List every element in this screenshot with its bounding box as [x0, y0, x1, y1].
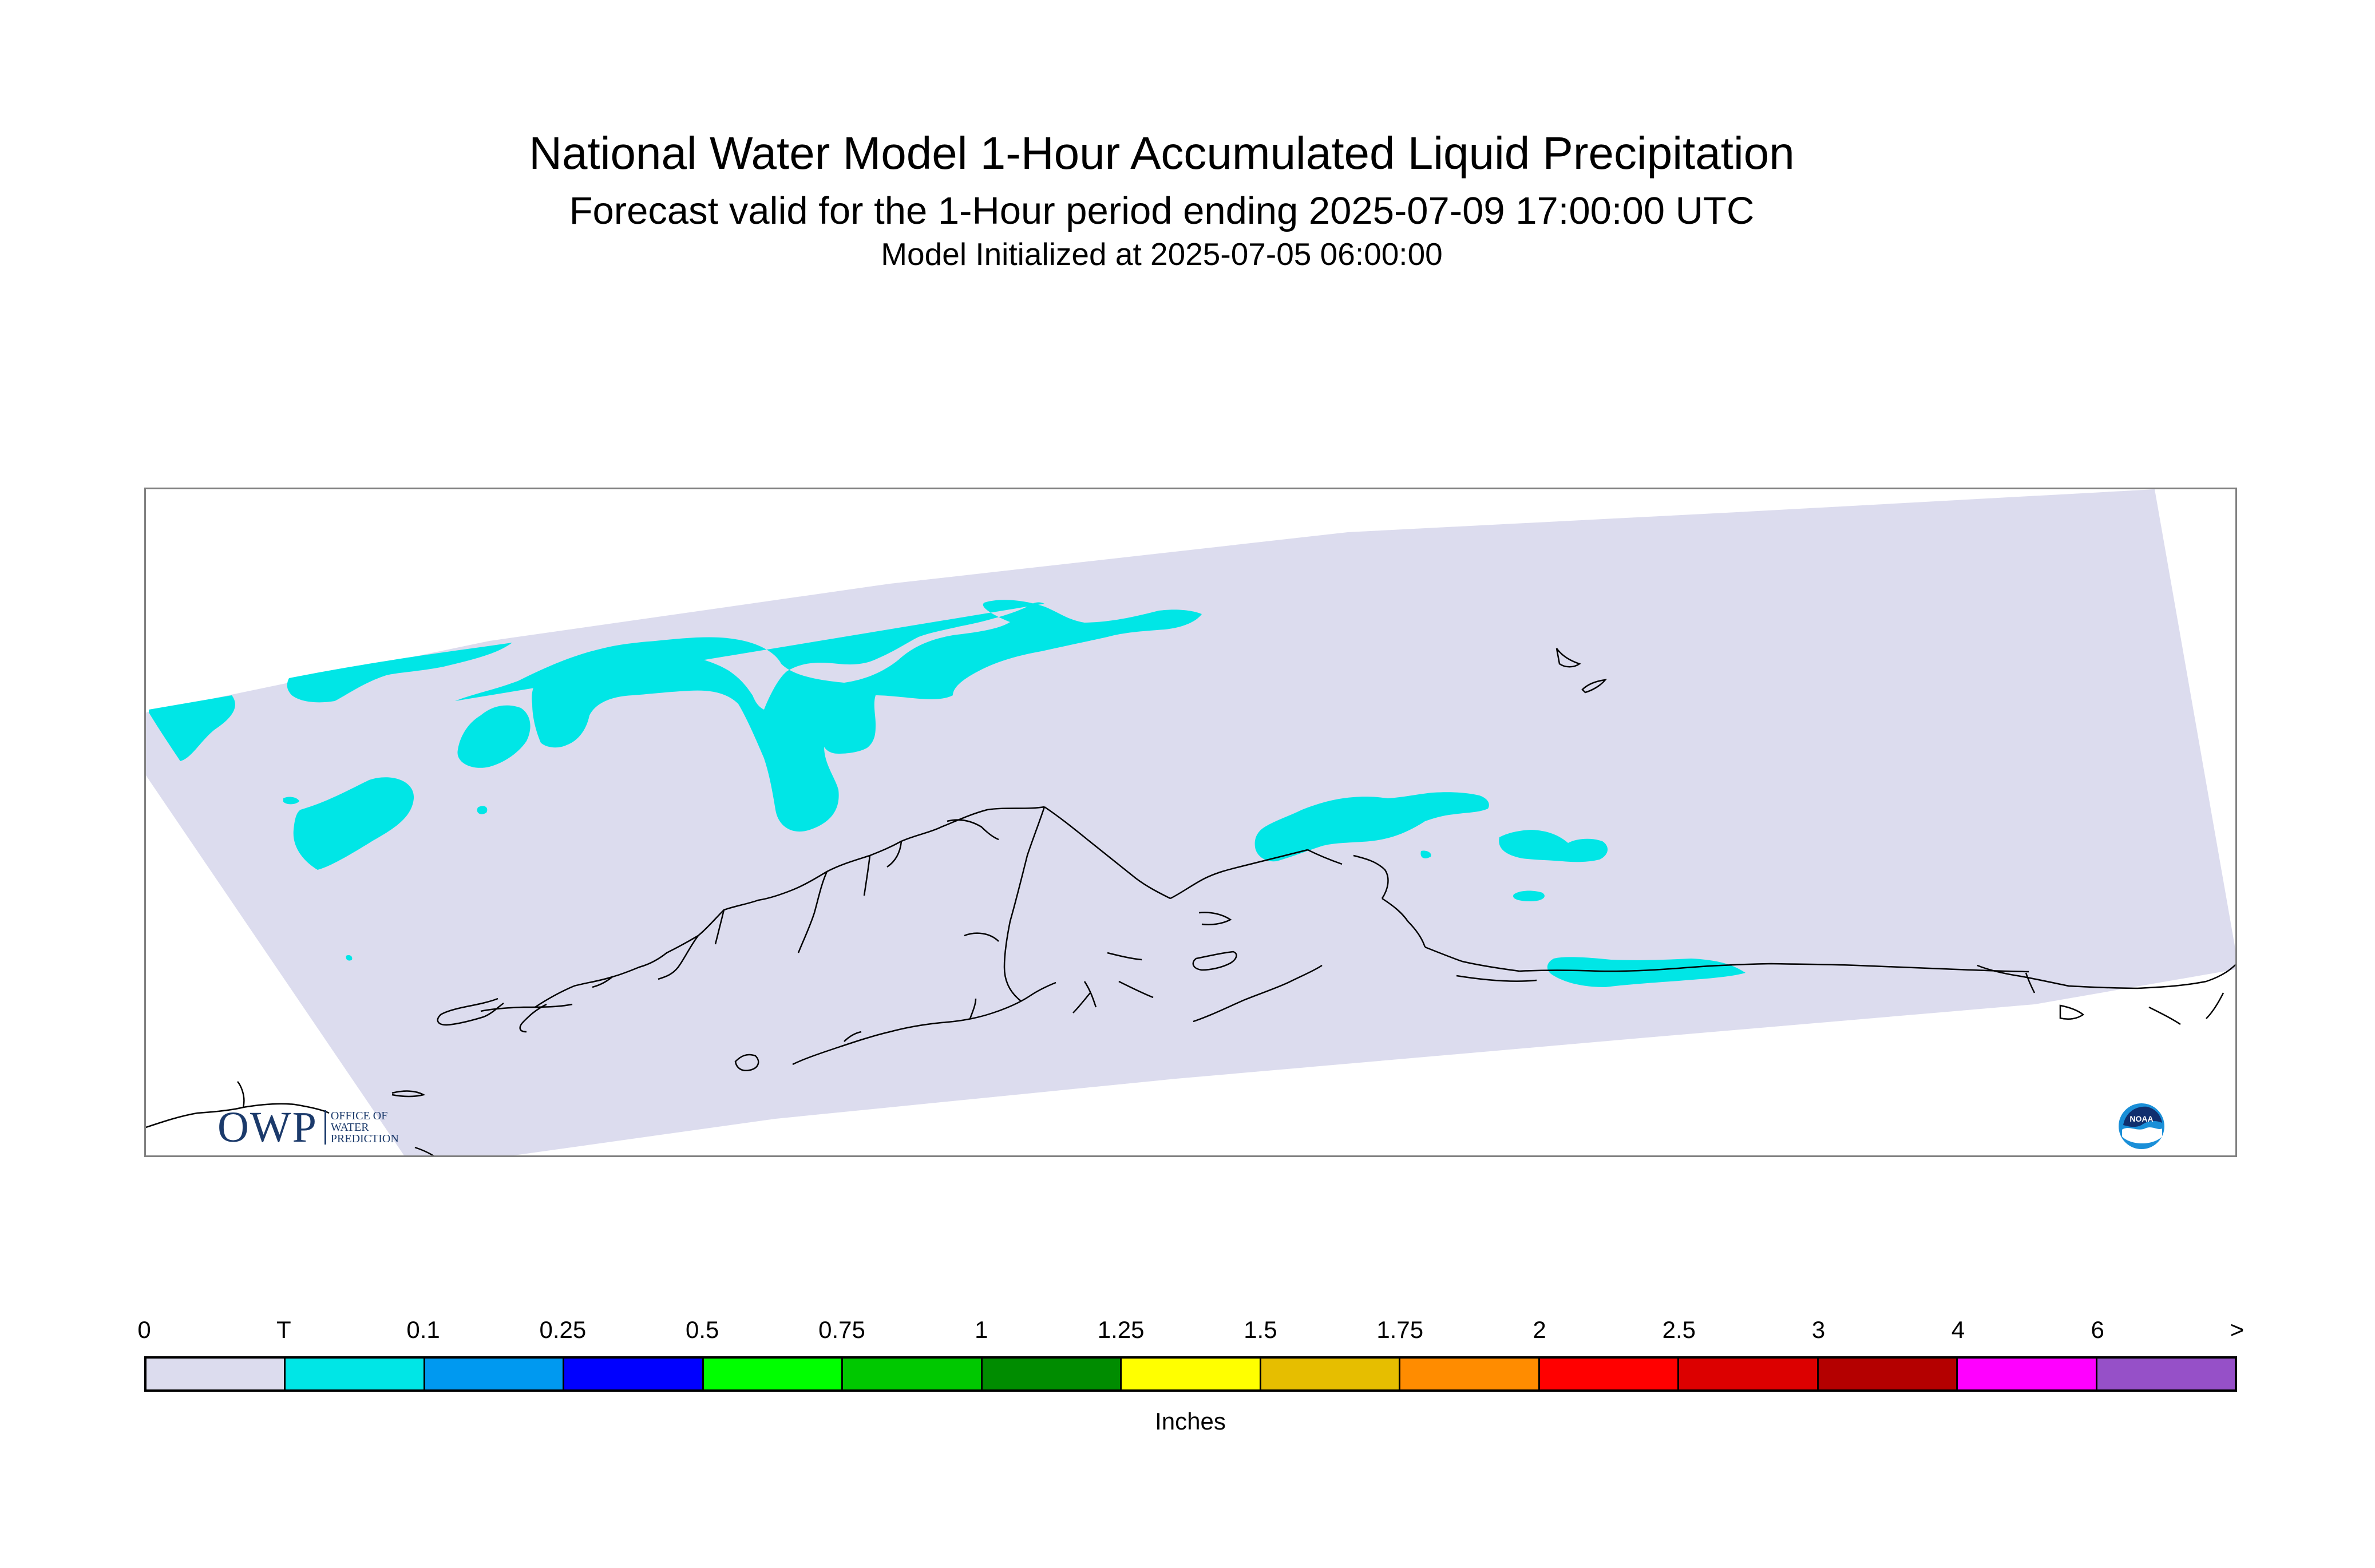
legend-swatch	[1958, 1359, 2097, 1389]
legend-swatch	[286, 1359, 425, 1389]
model-init-line: Model Initialized at 2025-07-05 06:00:00	[881, 236, 1443, 272]
legend-tick-label: T	[276, 1316, 291, 1343]
legend-tick-label: 2	[1533, 1316, 1546, 1343]
precip-map	[144, 488, 2237, 1157]
legend-tick-label: 6	[2091, 1316, 2104, 1343]
legend-tick-label: 0.75	[818, 1316, 865, 1343]
legend-swatch	[425, 1359, 565, 1389]
coastlines	[146, 648, 2235, 1155]
legend-tick-label: 0.5	[685, 1316, 719, 1343]
noaa-logo-text: NOAA	[2129, 1114, 2153, 1123]
legend-swatch	[703, 1359, 844, 1389]
legend-swatch	[1261, 1359, 1401, 1389]
legend-swatch	[1122, 1359, 1261, 1389]
owp-logo: OWP OFFICE OF WATER PREDICTION	[217, 1103, 399, 1151]
legend-tick-label: 1.5	[1244, 1316, 1277, 1343]
legend-swatch	[1400, 1359, 1540, 1389]
map-svg	[146, 489, 2235, 1155]
legend-tick-label: 1	[975, 1316, 988, 1343]
legend-swatch	[982, 1359, 1122, 1389]
legend-tick-label: 3	[1811, 1316, 1826, 1343]
model-domain	[146, 489, 2235, 1155]
legend-swatch	[1818, 1359, 1958, 1389]
owp-sub-line: WATER	[330, 1121, 369, 1134]
owp-sub-line: OFFICE OF	[330, 1110, 388, 1122]
legend-swatch	[843, 1359, 983, 1389]
legend-tick-label: 0	[137, 1316, 151, 1343]
legend-swatch	[147, 1359, 286, 1389]
precip-trace-areas	[149, 600, 1745, 987]
legend-swatch	[2097, 1359, 2235, 1389]
legend-tick-label: 4	[1951, 1316, 1965, 1343]
legend-swatch	[1539, 1359, 1680, 1389]
legend-units: Inches	[1155, 1408, 1226, 1435]
legend-tick-label: 2.5	[1662, 1316, 1696, 1343]
owp-subtitle: OFFICE OF WATER PREDICTION	[324, 1110, 399, 1145]
owp-letters: OWP	[217, 1103, 318, 1151]
legend-tick-label: 1.25	[1097, 1316, 1145, 1343]
chart-subtitle: Forecast valid for the 1-Hour period end…	[569, 189, 1755, 232]
chart-title: National Water Model 1-Hour Accumulated …	[529, 128, 1795, 179]
noaa-logo: NOAA	[2119, 1103, 2164, 1149]
legend-swatch	[1679, 1359, 1819, 1389]
legend-tick-label: 0.1	[406, 1316, 440, 1343]
legend-swatch	[564, 1359, 704, 1389]
legend-colorbar	[144, 1356, 2237, 1392]
owp-sub-line: PREDICTION	[330, 1133, 399, 1145]
legend-tick-label: >	[2230, 1316, 2245, 1343]
legend-tick-label: 1.75	[1376, 1316, 1424, 1343]
legend-tick-label: 0.25	[539, 1316, 587, 1343]
